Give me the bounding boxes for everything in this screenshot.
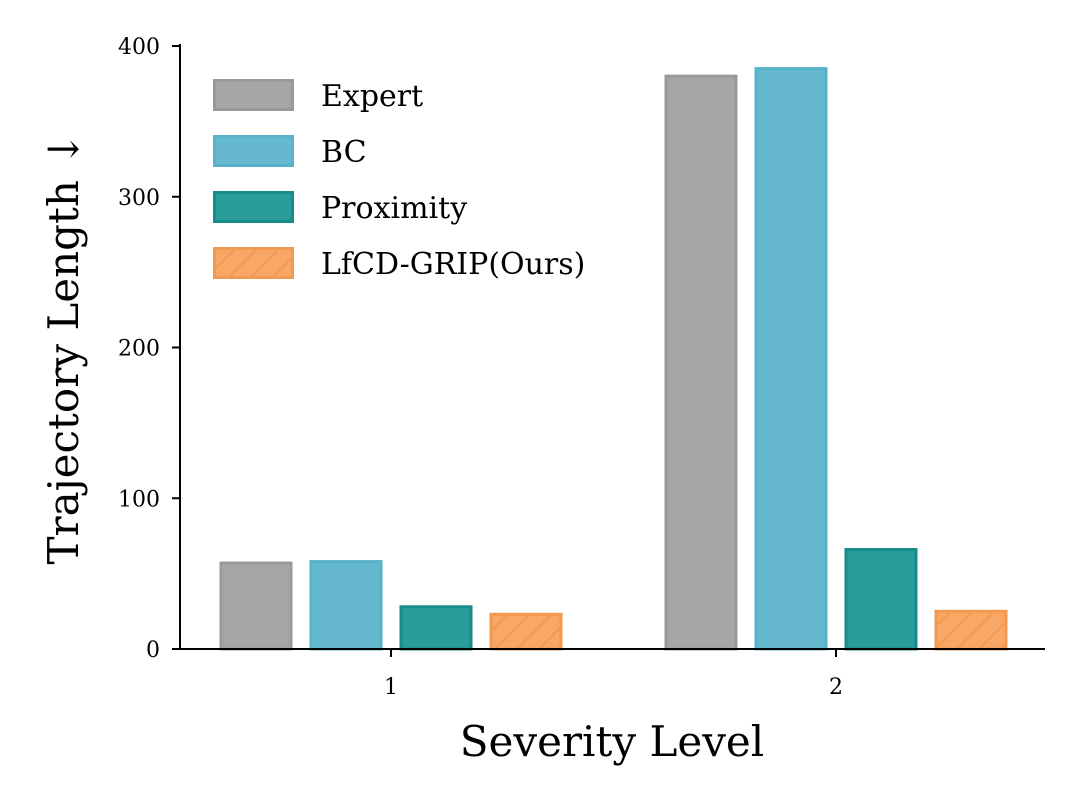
x-tick-label-2: 2 bbox=[829, 675, 843, 700]
y-tick-label-200: 200 bbox=[118, 337, 160, 362]
y-tick-label-0: 0 bbox=[146, 638, 160, 663]
legend-label-proximity: Proximity bbox=[321, 191, 467, 226]
bar-proximity-1 bbox=[399, 605, 473, 651]
legend-swatch-proximity bbox=[213, 191, 294, 223]
bar-bc-2 bbox=[754, 67, 828, 651]
y-tick-label-100: 100 bbox=[118, 487, 160, 512]
legend-swatch-hatch-lfcd-grip-ours bbox=[216, 250, 291, 276]
x-tick-label-1: 1 bbox=[384, 675, 398, 700]
bar-expert-1 bbox=[219, 561, 293, 651]
legend-swatch-expert bbox=[213, 79, 294, 111]
axes-group: 0 100 200 300 400 1 2 bbox=[118, 35, 1045, 700]
y-axis-title: Trajectory Length ↓ bbox=[39, 131, 88, 564]
bar-proximity-2 bbox=[844, 547, 918, 651]
legend: Expert BC Proximity LfCD-GRIP(Ours) bbox=[213, 79, 585, 282]
bar-expert-2 bbox=[664, 74, 738, 651]
bar-hatch-lfcd-grip-ours-2 bbox=[937, 612, 1005, 649]
y-tick-label-300: 300 bbox=[118, 186, 160, 211]
bar-hatch-lfcd-grip-ours-1 bbox=[492, 615, 560, 649]
legend-label-lfcd-grip-ours: LfCD-GRIP(Ours) bbox=[321, 247, 585, 282]
legend-swatch-bc bbox=[213, 135, 294, 167]
legend-label-bc: BC bbox=[321, 135, 367, 170]
bar-bc-1 bbox=[309, 560, 383, 651]
bars-group bbox=[219, 67, 1008, 651]
x-axis-title: Severity Level bbox=[460, 717, 764, 766]
y-tick-label-400: 400 bbox=[118, 35, 160, 60]
legend-label-expert: Expert bbox=[321, 79, 423, 114]
